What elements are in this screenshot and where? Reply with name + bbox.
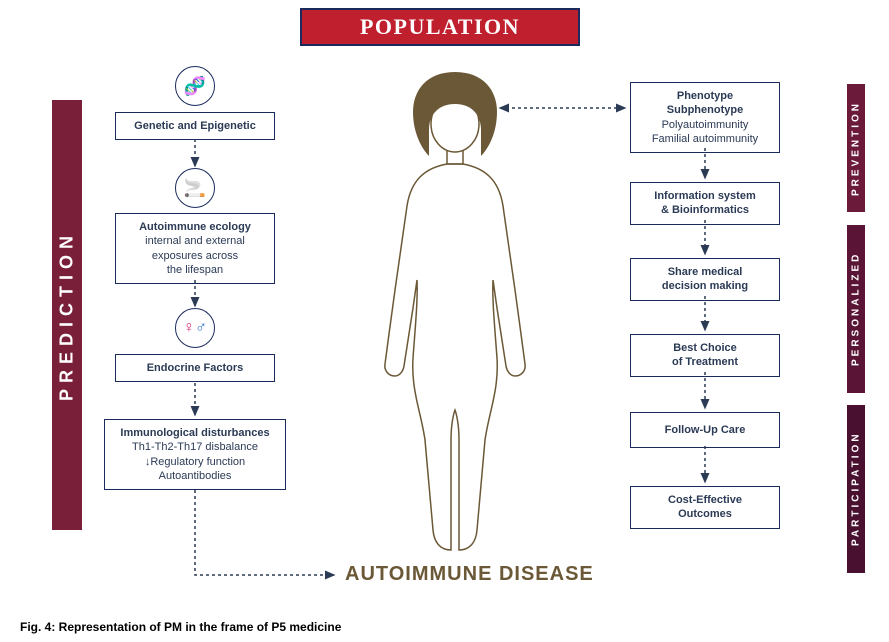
cigarette-glyph: 🚬 (184, 178, 206, 199)
share-t1: Share medical (639, 265, 771, 279)
human-figure (355, 60, 555, 570)
ecology-l2: exposures across (124, 249, 266, 263)
dna-icon: 🧬 (175, 66, 215, 106)
cost-t2: Outcomes (639, 507, 771, 521)
diagram-canvas: POPULATION PREDICTION PREVENTION PERSONA… (0, 0, 889, 642)
prevention-label: PREVENTION (847, 84, 865, 212)
box-immuno: Immunological disturbances Th1-Th2-Th17 … (104, 419, 286, 490)
immuno-title: Immunological disturbances (113, 426, 277, 440)
box-endocrine: Endocrine Factors (115, 354, 275, 382)
follow-t1: Follow-Up Care (639, 423, 771, 437)
pheno-l1: Polyautoimmunity (639, 118, 771, 132)
box-ecology: Autoimmune ecology internal and external… (115, 213, 275, 284)
box-cost: Cost-Effective Outcomes (630, 486, 780, 529)
box-phenotype: Phenotype Subphenotype Polyautoimmunity … (630, 82, 780, 153)
ecology-l3: the lifespan (124, 263, 266, 277)
cigarette-icon: 🚬 (175, 168, 215, 208)
share-t2: decision making (639, 279, 771, 293)
participation-label: PARTICIPATION (847, 405, 865, 573)
immuno-l3: Autoantibodies (113, 469, 277, 483)
prediction-label: PREDICTION (52, 100, 82, 530)
genetic-title: Genetic and Epigenetic (124, 119, 266, 133)
pheno-t1: Phenotype (639, 89, 771, 103)
box-best: Best Choice of Treatment (630, 334, 780, 377)
best-t2: of Treatment (639, 355, 771, 369)
box-genetic: Genetic and Epigenetic (115, 112, 275, 140)
ecology-l1: internal and external (124, 234, 266, 248)
box-share: Share medical decision making (630, 258, 780, 301)
immuno-l2: ↓Regulatory function (113, 455, 277, 469)
info-t2: & Bioinformatics (639, 203, 771, 217)
personalized-label: PERSONALIZED (847, 225, 865, 393)
immuno-l1: Th1-Th2-Th17 disbalance (113, 440, 277, 454)
box-followup: Follow-Up Care (630, 412, 780, 448)
figure-caption: Fig. 4: Representation of PM in the fram… (20, 620, 341, 634)
male-symbol: ♂ (195, 319, 207, 337)
ecology-title: Autoimmune ecology (124, 220, 266, 234)
best-t1: Best Choice (639, 341, 771, 355)
info-t1: Information system (639, 189, 771, 203)
pheno-l2: Familial autoimmunity (639, 132, 771, 146)
gender-icon: ♀ ♂ (175, 308, 215, 348)
dna-glyph: 🧬 (184, 76, 206, 97)
endocrine-title: Endocrine Factors (124, 361, 266, 375)
outcome-label: AUTOIMMUNE DISEASE (345, 563, 594, 586)
population-banner: POPULATION (300, 8, 580, 46)
box-info: Information system & Bioinformatics (630, 182, 780, 225)
cost-t1: Cost-Effective (639, 493, 771, 507)
female-symbol: ♀ (183, 319, 195, 337)
pheno-t2: Subphenotype (639, 103, 771, 117)
